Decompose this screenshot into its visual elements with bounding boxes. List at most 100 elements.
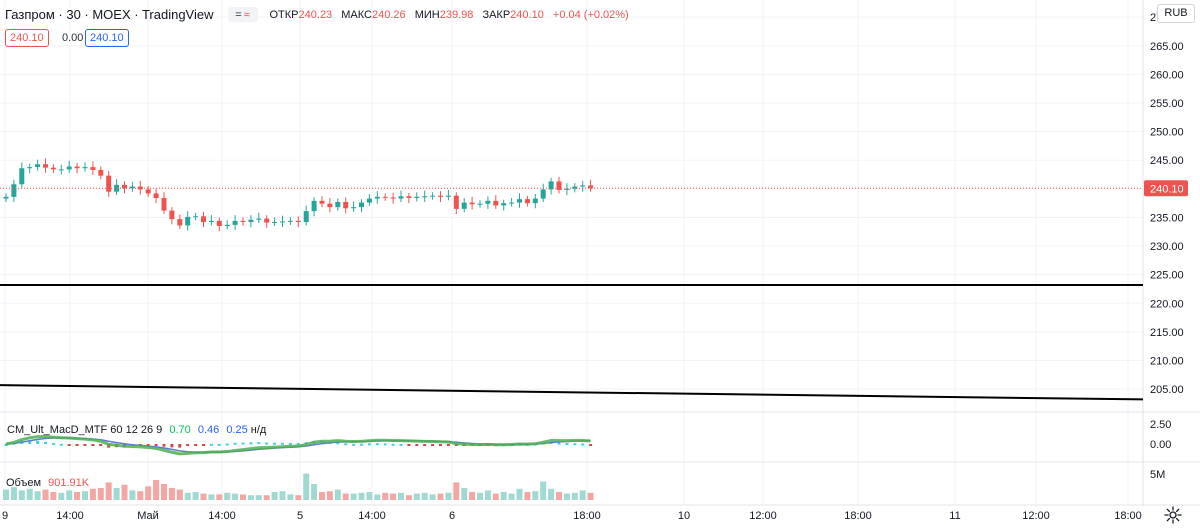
volume-bar bbox=[26, 488, 33, 500]
candle bbox=[169, 210, 175, 220]
price-tick-label: 220.00 bbox=[1150, 298, 1184, 310]
candle bbox=[106, 175, 112, 192]
volume-bar bbox=[540, 481, 547, 500]
volume-bar bbox=[382, 492, 389, 500]
symbol-legend: Газпром · 30 · MOEX · TradingView = ≈ ОТ… bbox=[5, 7, 635, 22]
volume-bar bbox=[342, 493, 349, 500]
candle bbox=[58, 169, 64, 171]
candle bbox=[422, 196, 428, 198]
volume-bar bbox=[461, 488, 468, 500]
high-value: 240.26 bbox=[371, 8, 406, 21]
volume-bar bbox=[374, 494, 381, 500]
compare-approx-icon: ≈ bbox=[243, 8, 250, 21]
volume-indicator-name[interactable]: Объем bbox=[6, 477, 42, 489]
macd-indicator-name[interactable]: CM_Ult_MacD_MTF 60 12 26 9 bbox=[7, 424, 163, 436]
volume-bar bbox=[18, 490, 25, 500]
time-tick-label: 14:00 bbox=[208, 510, 236, 522]
sell-price-button[interactable]: 240.10 bbox=[5, 29, 49, 47]
volume-bar bbox=[579, 490, 586, 500]
volume-legend: Объем 901.91K bbox=[6, 477, 89, 489]
price-tick-label: 250.00 bbox=[1150, 127, 1184, 139]
macd-histogram-bar bbox=[194, 444, 198, 446]
candle bbox=[564, 188, 570, 190]
candle bbox=[572, 186, 578, 189]
macd-histogram-bar bbox=[288, 442, 292, 445]
candle bbox=[469, 202, 475, 205]
candle bbox=[137, 186, 143, 190]
volume-bar bbox=[421, 492, 428, 500]
volume-bar bbox=[255, 495, 262, 500]
volume-bar bbox=[469, 492, 476, 500]
macd-histogram-bar bbox=[581, 443, 585, 446]
candle bbox=[430, 195, 436, 197]
volume-bar bbox=[113, 488, 120, 500]
macd-histogram-bar bbox=[399, 443, 403, 446]
volume-bar bbox=[445, 492, 452, 500]
candle bbox=[335, 201, 341, 208]
volume-bar bbox=[429, 494, 436, 500]
volume-bar bbox=[437, 493, 444, 500]
candle bbox=[548, 181, 554, 190]
macd-histogram-bar bbox=[91, 444, 95, 446]
macd-histogram-bar bbox=[4, 444, 8, 446]
volume-bar bbox=[50, 492, 57, 500]
macd-histogram-bar bbox=[431, 444, 435, 446]
price-tick-label: 245.00 bbox=[1150, 155, 1184, 167]
time-tick-label: 11 bbox=[949, 510, 960, 522]
symbol-title[interactable]: Газпром · 30 · MOEX · TradingView bbox=[5, 7, 214, 22]
volume-bar bbox=[587, 492, 594, 500]
volume-bar bbox=[200, 493, 207, 500]
volume-bar bbox=[571, 492, 578, 500]
macd-tick-label: 0.00 bbox=[1150, 439, 1171, 451]
volume-bar bbox=[247, 495, 254, 500]
macd-histogram-bar bbox=[99, 444, 103, 446]
candle bbox=[509, 202, 515, 204]
volume-bar bbox=[82, 491, 88, 500]
candle bbox=[153, 193, 159, 198]
volume-bar bbox=[563, 493, 570, 500]
macd-histogram-bar bbox=[75, 444, 79, 446]
macd-value-2: 0.46 bbox=[197, 424, 220, 436]
time-tick-label: 14:00 bbox=[358, 510, 386, 522]
spread-value: 0.00 bbox=[62, 32, 84, 44]
volume-bar bbox=[311, 484, 318, 500]
candle bbox=[193, 216, 199, 218]
last-price-label: 240.10 bbox=[1150, 183, 1184, 195]
price-tick-label: 225.00 bbox=[1150, 270, 1184, 282]
price-tick-label: 215.00 bbox=[1150, 327, 1184, 339]
settings-gear-icon[interactable] bbox=[1163, 505, 1183, 525]
candle bbox=[414, 196, 420, 198]
candle bbox=[588, 185, 594, 189]
candle bbox=[114, 184, 120, 192]
macd-histogram-bar bbox=[178, 444, 182, 448]
buy-price-button[interactable]: 240.10 bbox=[85, 29, 129, 47]
volume-bar bbox=[105, 482, 112, 500]
volume-bar bbox=[153, 480, 160, 500]
candle bbox=[319, 200, 325, 204]
volume-bar bbox=[208, 494, 215, 500]
candle bbox=[74, 166, 80, 169]
volume-bar bbox=[129, 490, 136, 500]
macd-histogram-bar bbox=[170, 444, 174, 448]
macd-histogram-bar bbox=[407, 444, 411, 446]
candle bbox=[161, 197, 167, 211]
currency-selector[interactable]: RUB bbox=[1157, 4, 1195, 23]
candle bbox=[382, 196, 388, 198]
time-tick-label: 5 bbox=[297, 510, 303, 522]
volume-bar bbox=[176, 489, 183, 500]
volume-value: 901.91K bbox=[48, 477, 90, 489]
candle bbox=[82, 167, 88, 169]
candle bbox=[580, 185, 586, 187]
volume-bar bbox=[161, 484, 167, 500]
candle bbox=[406, 196, 412, 198]
macd-histogram-bar bbox=[573, 443, 577, 446]
macd-histogram-bar bbox=[28, 440, 32, 444]
volume-bar bbox=[484, 490, 491, 500]
candle bbox=[208, 220, 214, 223]
candle bbox=[19, 168, 25, 185]
macd-histogram-bar bbox=[375, 443, 379, 446]
compare-button[interactable]: = ≈ bbox=[227, 7, 258, 22]
candle bbox=[35, 164, 41, 168]
candle bbox=[43, 164, 48, 168]
